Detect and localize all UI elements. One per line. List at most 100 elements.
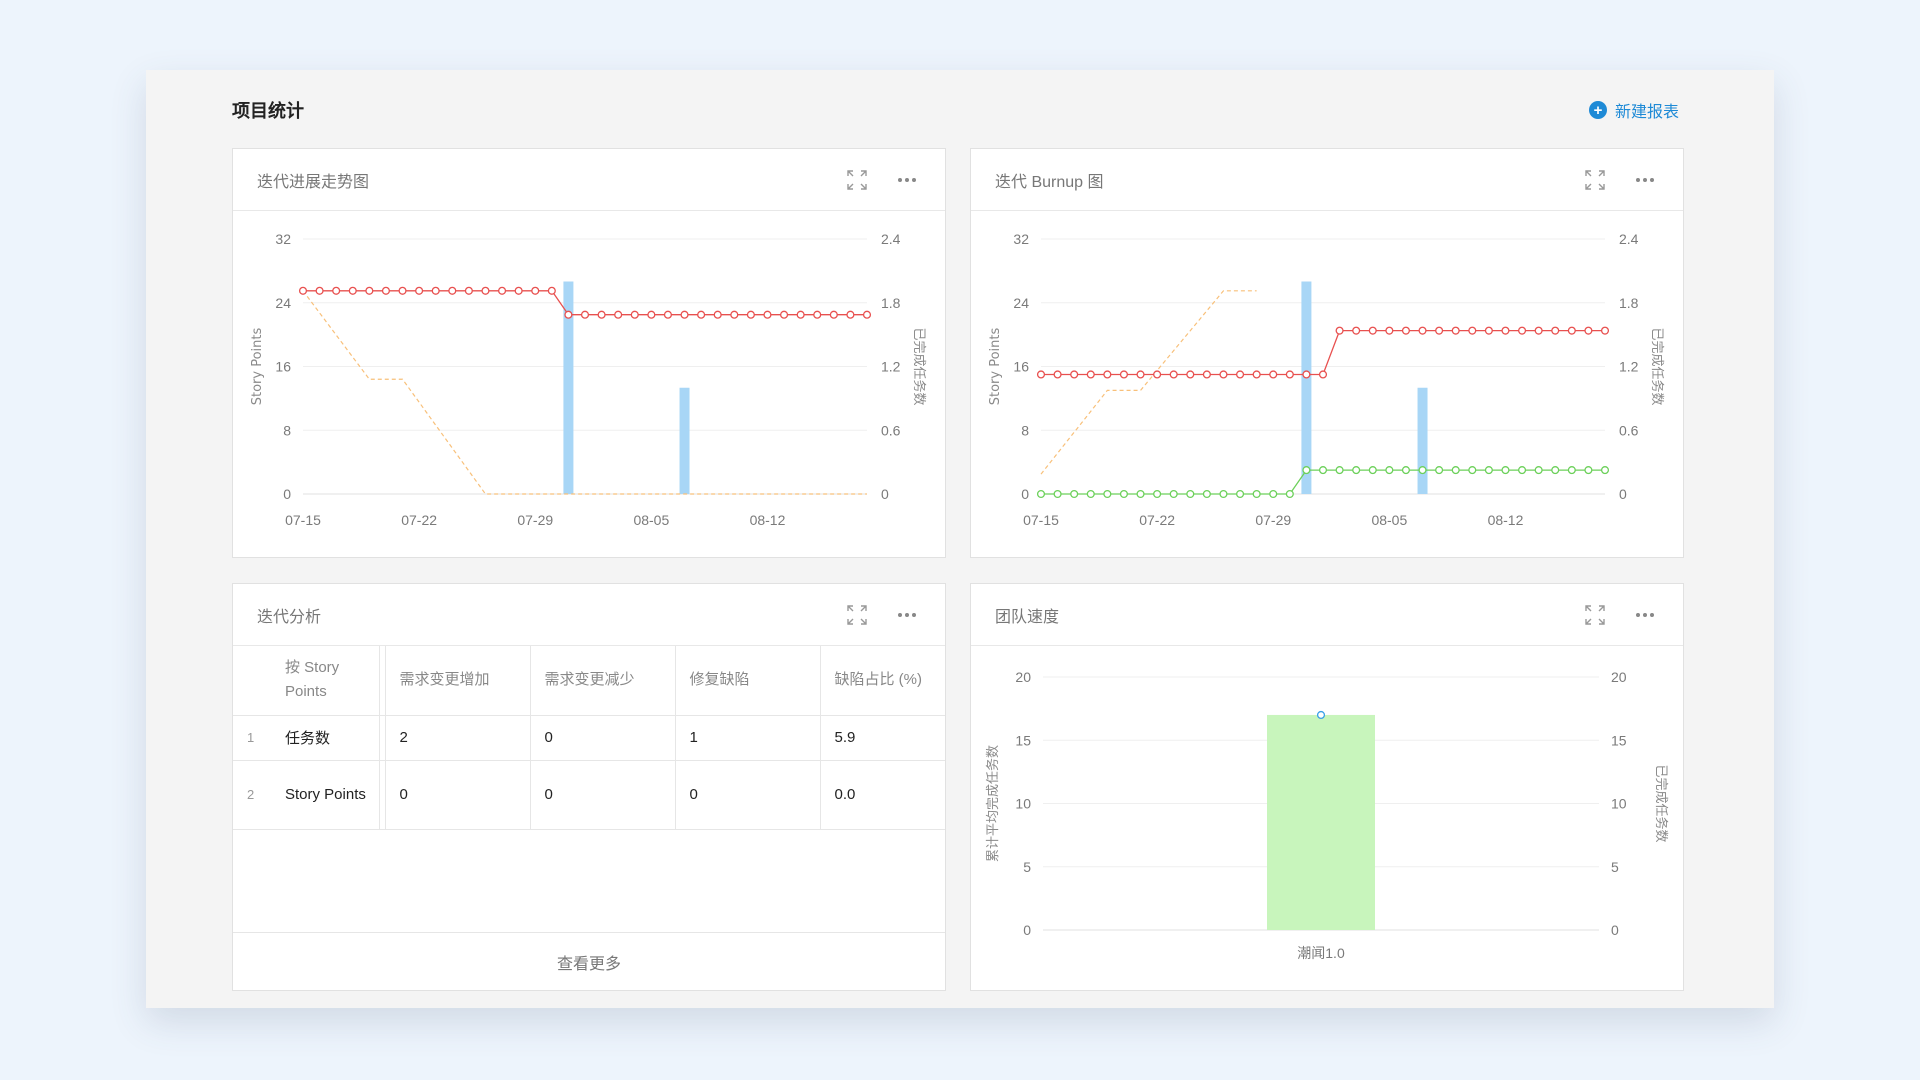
burnup-chart: 0 0 8 0.6 16 1.2 24 1.8 32 2.4 07-15 07-22 07-29 08-0… xyxy=(988,231,1665,528)
table-cell: 0 xyxy=(674,760,820,830)
y2-axis-label: 已完成任务数 xyxy=(911,327,927,405)
velocity-chart-card: 团队速度 0 0 5 5 10 10 15 15 20 20 累计平均完成任务数 已完成任务数 潮闻1.… xyxy=(970,583,1684,991)
x-tick-label: 07-29 xyxy=(1255,512,1291,528)
data-point xyxy=(1352,466,1361,475)
data-point xyxy=(315,286,324,295)
table-row: 2 Story Points 0 0 0 0.0 xyxy=(233,760,945,830)
data-point xyxy=(1153,489,1162,499)
y2-tick-label: 15 xyxy=(1611,732,1627,748)
expand-icon[interactable] xyxy=(845,603,869,627)
data-point xyxy=(697,310,706,319)
more-icon[interactable] xyxy=(895,603,919,627)
more-icon[interactable] xyxy=(895,168,919,192)
data-point xyxy=(1252,489,1261,499)
table-cell: 0 xyxy=(384,760,530,830)
table-cell: 2 xyxy=(384,715,530,761)
y2-tick-label: 10 xyxy=(1611,796,1627,812)
expand-icon[interactable] xyxy=(1583,168,1607,192)
row-name: Story Points xyxy=(273,760,379,830)
new-report-button[interactable]: + 新建报表 xyxy=(1588,98,1679,122)
data-point xyxy=(1468,466,1477,475)
y2-tick-label: 0 xyxy=(1611,922,1619,938)
x-tick-label: 07-22 xyxy=(1139,512,1175,528)
data-point xyxy=(796,310,805,319)
y2-tick-label: 0 xyxy=(881,486,889,502)
series-line xyxy=(1041,329,1605,376)
data-point xyxy=(1053,489,1062,499)
y-tick-label: 0 xyxy=(1021,486,1029,502)
data-point xyxy=(1518,466,1527,475)
data-point xyxy=(1368,326,1377,335)
burnup-chart-card: 迭代 Burnup 图 0 0 8 0.6 16 1.2 24 1.8 32 2.4 07-15 07… xyxy=(970,148,1684,558)
data-point xyxy=(464,286,473,295)
data-point xyxy=(1484,326,1493,335)
data-point xyxy=(1385,466,1394,475)
data-point xyxy=(1401,466,1410,475)
expand-icon[interactable] xyxy=(845,168,869,192)
table-cell: 5.9 xyxy=(819,715,945,761)
more-icon[interactable] xyxy=(1633,603,1657,627)
data-point xyxy=(1252,370,1261,379)
x-tick-label: 07-15 xyxy=(1023,512,1059,528)
data-point xyxy=(1435,326,1444,335)
column-header: 需求变更增加 xyxy=(384,646,530,716)
y-tick-label: 24 xyxy=(275,295,291,311)
y2-tick-label: 0.6 xyxy=(881,422,901,438)
data-point xyxy=(1418,326,1427,335)
trend-card-title: 迭代进展走势图 xyxy=(257,173,370,191)
table-cell: 1 xyxy=(674,715,820,761)
data-point xyxy=(1186,489,1195,499)
data-point xyxy=(763,310,772,319)
data-point xyxy=(1567,326,1576,335)
y2-axis-label: 已完成任务数 xyxy=(1653,764,1669,842)
data-point xyxy=(1302,370,1311,379)
burnup-card-title: 迭代 Burnup 图 xyxy=(995,173,1104,191)
velocity-card-title: 团队速度 xyxy=(995,608,1060,626)
data-point xyxy=(1219,370,1228,379)
data-point xyxy=(647,310,656,319)
data-point xyxy=(1236,370,1245,379)
data-point xyxy=(1318,466,1328,475)
data-point xyxy=(1551,326,1560,335)
column-header: 缺陷占比 (%) xyxy=(819,646,945,716)
data-point xyxy=(398,286,407,295)
data-point xyxy=(630,310,639,319)
data-point xyxy=(514,286,523,295)
data-point xyxy=(813,310,822,319)
data-point xyxy=(1136,370,1145,379)
data-point xyxy=(1236,489,1245,499)
data-point xyxy=(730,310,739,319)
data-point xyxy=(1219,489,1228,499)
expand-icon[interactable] xyxy=(1583,603,1607,627)
data-point xyxy=(1385,326,1394,335)
data-point xyxy=(746,310,755,319)
y2-tick-label: 1.2 xyxy=(881,359,901,375)
x-tick-label: 07-22 xyxy=(401,512,437,528)
y-tick-label: 32 xyxy=(1013,231,1029,247)
data-point xyxy=(381,286,390,295)
more-icon[interactable] xyxy=(1633,168,1657,192)
trend-chart: 0 0 8 0.6 16 1.2 24 1.8 32 2.4 07-15 07-22 07-29 08-0… xyxy=(250,231,927,528)
data-point xyxy=(780,310,789,319)
data-point xyxy=(1053,370,1062,379)
data-point xyxy=(680,310,689,319)
data-point xyxy=(1501,466,1510,475)
y-tick-label: 32 xyxy=(275,231,291,247)
y-tick-label: 15 xyxy=(1015,732,1031,748)
y2-axis-label: 已完成任务数 xyxy=(1649,327,1665,405)
data-point xyxy=(1316,710,1326,719)
data-point xyxy=(547,286,556,295)
data-point xyxy=(448,286,457,295)
y-tick-label: 8 xyxy=(283,422,291,438)
data-point xyxy=(431,286,440,295)
x-tick-label: 08-12 xyxy=(1488,512,1524,528)
y-tick-label: 0 xyxy=(1023,922,1031,938)
y-tick-label: 24 xyxy=(1013,295,1029,311)
data-point xyxy=(1318,370,1328,379)
y-tick-label: 16 xyxy=(1013,359,1029,375)
view-more-button[interactable]: 查看更多 xyxy=(233,932,945,990)
data-point xyxy=(1451,466,1460,475)
row-name: 任务数 xyxy=(273,715,379,761)
trend-chart-card: 迭代进展走势图 0 0 8 0.6 16 1.2 24 1.8 32 2.4 07-15 07-22 0… xyxy=(232,148,946,558)
